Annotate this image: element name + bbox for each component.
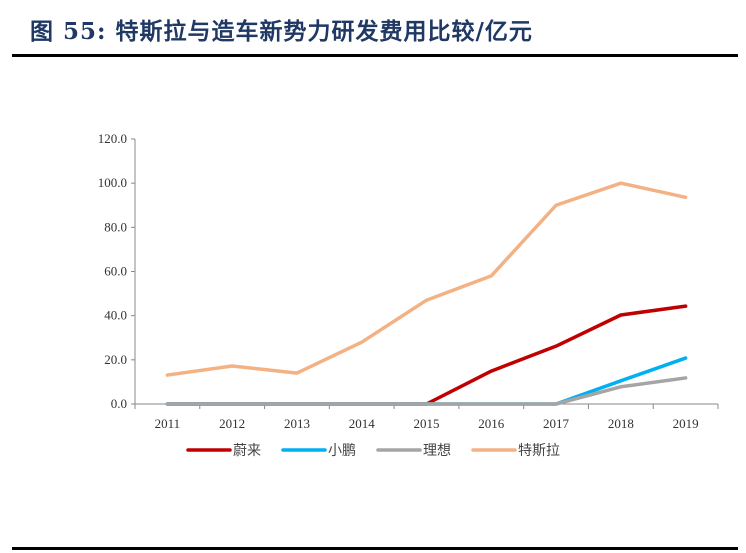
y-tick-label: 100.0 [98,175,127,190]
y-tick-label: 120.0 [98,131,127,146]
y-tick-label: 20.0 [104,352,127,367]
x-tick-label: 2012 [219,416,245,431]
top-rule [12,54,738,57]
x-tick-label: 2017 [543,416,570,431]
x-tick-label: 2011 [155,416,181,431]
series-line-1 [165,356,688,406]
legend-label: 特斯拉 [518,443,560,459]
y-tick-label: 80.0 [104,219,127,234]
x-tick-label: 2014 [349,416,376,431]
x-tick-label: 2019 [673,416,699,431]
series-line-2 [165,376,688,406]
figure-title: 图 55: 特斯拉与造车新势力研发费用比较/亿元 [30,18,533,45]
y-tick-label: 40.0 [104,308,127,323]
legend-label: 蔚来 [233,443,261,459]
series-line-3 [165,181,688,377]
x-tick-label: 2013 [284,416,310,431]
x-tick-label: 2016 [478,416,505,431]
bottom-rule [12,547,738,550]
y-tick-label: 0.0 [111,396,127,411]
x-tick-label: 2015 [414,416,440,431]
legend-label: 小鹏 [328,443,356,459]
y-tick-label: 60.0 [104,264,127,279]
legend-label: 理想 [423,443,451,459]
x-tick-label: 2018 [608,416,634,431]
